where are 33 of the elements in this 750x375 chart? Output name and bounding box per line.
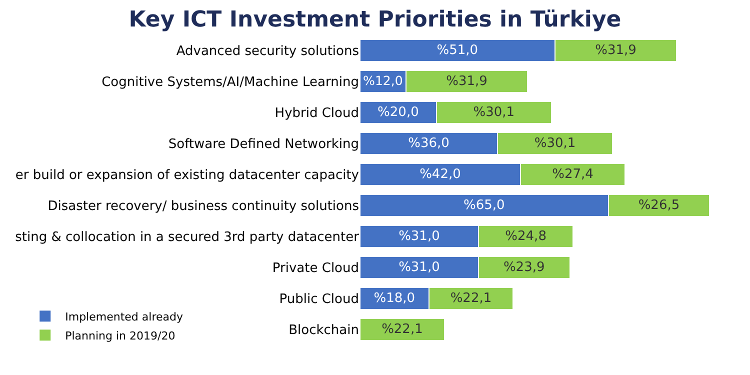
legend-label: Implemented already	[65, 310, 184, 324]
y-tick-label: Blockchain	[288, 323, 359, 338]
data-label: %20,0	[378, 105, 419, 120]
y-tick-label: Software Defined Networking	[168, 137, 359, 152]
y-tick-label: Hybrid Cloud	[274, 106, 359, 122]
data-label: %12,0	[363, 72, 403, 88]
data-label: %42,0	[420, 167, 461, 182]
data-label: %30,1	[473, 105, 515, 120]
bar	[360, 318, 445, 341]
data-label: %31,9	[595, 43, 636, 58]
data-label: %22,1	[382, 322, 423, 337]
data-label: %27,4	[552, 167, 594, 182]
data-label: %31,0	[398, 260, 440, 275]
data-label: %36,0	[408, 136, 450, 151]
data-label: %30,1	[534, 136, 576, 151]
data-label: %31,9	[446, 74, 488, 89]
data-label: %31,0	[398, 229, 440, 244]
y-tick-label: Public Cloud	[279, 292, 359, 308]
data-label: %23,9	[503, 260, 545, 275]
y-tick-label: Disaster recovery/ business continuity solutions	[48, 199, 360, 214]
data-label: %24,8	[505, 229, 546, 244]
data-label: %65,0	[464, 198, 505, 213]
y-tick-label: Advanced security solutions	[176, 44, 360, 60]
data-label: %51,0	[436, 43, 478, 58]
data-label: %18,0	[374, 291, 416, 306]
y-tick-label: Cognitive Systems/AI/Machine Learning	[102, 75, 359, 90]
y-tick-label: er build or expansion of existing datacenter capacity	[15, 168, 360, 184]
y-tick-label: sting & collocation in a secured 3rd party datacenter	[15, 230, 360, 246]
data-label: %26,5	[638, 198, 680, 213]
data-label: %22,1	[450, 291, 492, 306]
legend-label: Planning in 2019/20	[65, 329, 176, 342]
y-tick-label: Private Cloud	[272, 261, 359, 276]
chart-title: Key ICT Investment Priorities in Türkiye	[128, 8, 622, 33]
